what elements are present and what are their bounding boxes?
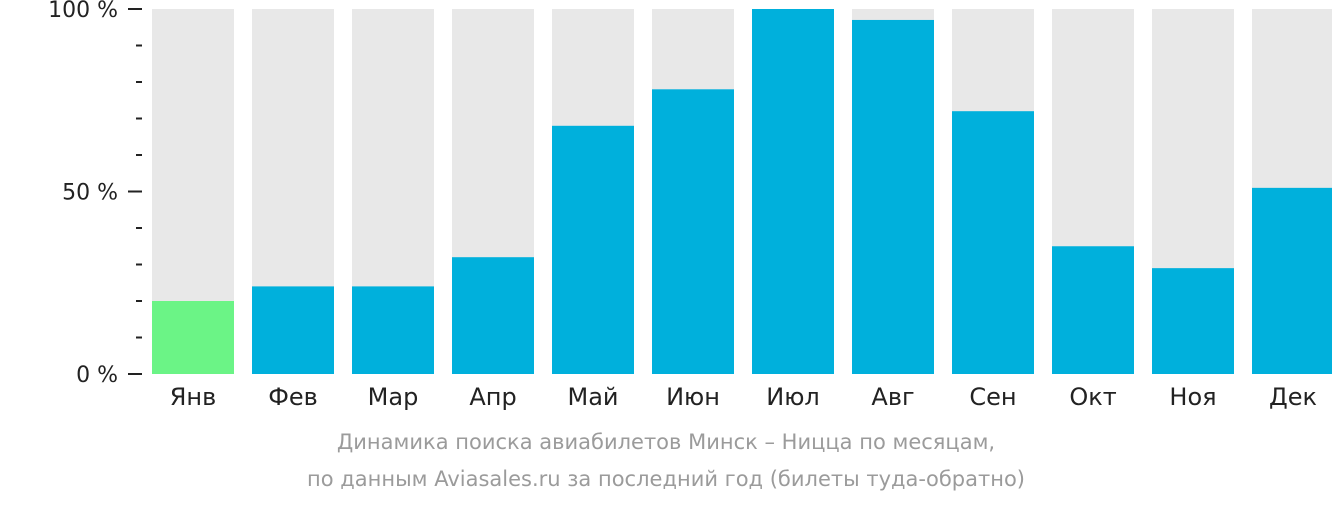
- x-tick-label-9: Сен: [969, 383, 1016, 411]
- y-tick-label-1: 0 %: [76, 363, 118, 388]
- bar-2: [252, 286, 334, 374]
- x-tick-label-5: Май: [567, 383, 618, 411]
- bar-9: [952, 111, 1034, 374]
- bar-8: [852, 19, 934, 374]
- bar-1: [152, 301, 234, 374]
- y-tick-label-3: 100 %: [48, 0, 118, 23]
- x-tick-label-3: Мар: [368, 383, 419, 411]
- chart-caption-line-1: Динамика поиска авиабилетов Минск – Ницц…: [336, 430, 996, 454]
- bar-4: [452, 257, 534, 374]
- bar-5: [552, 125, 634, 374]
- bar-6: [652, 89, 734, 375]
- x-tick-label-4: Апр: [469, 383, 516, 411]
- bar-12: [1252, 187, 1332, 374]
- bar-7: [752, 9, 834, 374]
- x-tick-label-8: Авг: [871, 383, 914, 411]
- x-tick-label-12: Дек: [1269, 383, 1317, 411]
- bar-3: [352, 286, 434, 374]
- chart-caption-line-2: по данным Aviasales.ru за последний год …: [307, 467, 1025, 491]
- x-tick-label-2: Фев: [268, 383, 318, 411]
- x-tick-label-7: Июл: [766, 383, 820, 411]
- y-tick-label-2: 50 %: [62, 181, 118, 206]
- bar-11: [1152, 268, 1234, 374]
- x-tick-label-11: Ноя: [1169, 383, 1216, 411]
- x-tick-label-1: Янв: [170, 383, 217, 411]
- x-tick-label-10: Окт: [1069, 383, 1116, 411]
- bar-10: [1052, 246, 1134, 374]
- x-tick-label-6: Июн: [666, 383, 720, 411]
